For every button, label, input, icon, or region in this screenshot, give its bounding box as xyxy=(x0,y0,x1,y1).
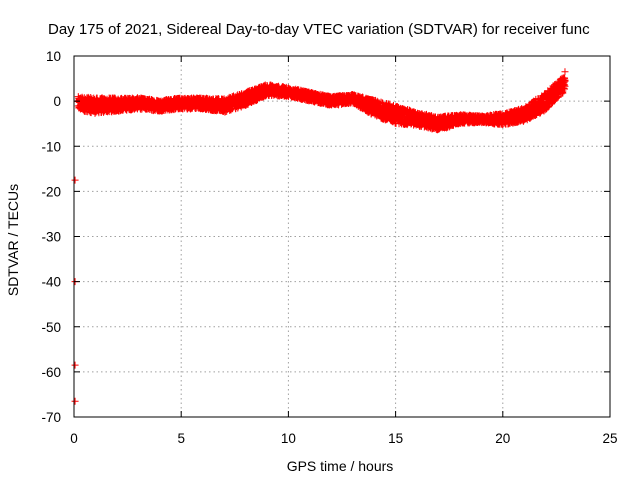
y-tick-label: -50 xyxy=(41,320,61,335)
grid-lines xyxy=(74,56,610,417)
y-tick-label: -60 xyxy=(41,365,61,380)
data-series-sdtvar xyxy=(71,68,569,405)
x-axis-label: GPS time / hours xyxy=(287,458,394,474)
data-point xyxy=(559,89,567,97)
outlier-point xyxy=(71,361,79,369)
data-point xyxy=(561,77,569,85)
outlier-point xyxy=(561,68,569,76)
y-tick-label: -70 xyxy=(41,410,61,425)
y-tick-label: 10 xyxy=(46,49,61,64)
x-tick-label: 10 xyxy=(281,431,296,446)
x-tick-label: 15 xyxy=(388,431,403,446)
y-axis-label: SDTVAR / TECUs xyxy=(5,184,21,296)
y-tick-label: 0 xyxy=(53,94,61,109)
tick-labels: 0 5 10 15 20 25 10 0 -10 -20 -30 -40 -50 -60 -70 xyxy=(41,49,617,446)
x-tick-label: 5 xyxy=(177,431,185,446)
outlier-point xyxy=(71,397,79,405)
y-tick-label: -40 xyxy=(41,275,61,290)
x-tick-label: 25 xyxy=(602,431,617,446)
y-tick-label: -10 xyxy=(41,139,61,154)
chart-title: Day 175 of 2021, Sidereal Day-to-day VTE… xyxy=(48,21,590,38)
y-tick-label: -20 xyxy=(41,184,61,199)
x-tick-label: 0 xyxy=(70,431,78,446)
x-tick-label: 20 xyxy=(495,431,510,446)
y-tick-label: -30 xyxy=(41,230,61,245)
data-point xyxy=(377,98,385,106)
tick-marks xyxy=(73,55,611,418)
outlier-point xyxy=(71,176,79,184)
